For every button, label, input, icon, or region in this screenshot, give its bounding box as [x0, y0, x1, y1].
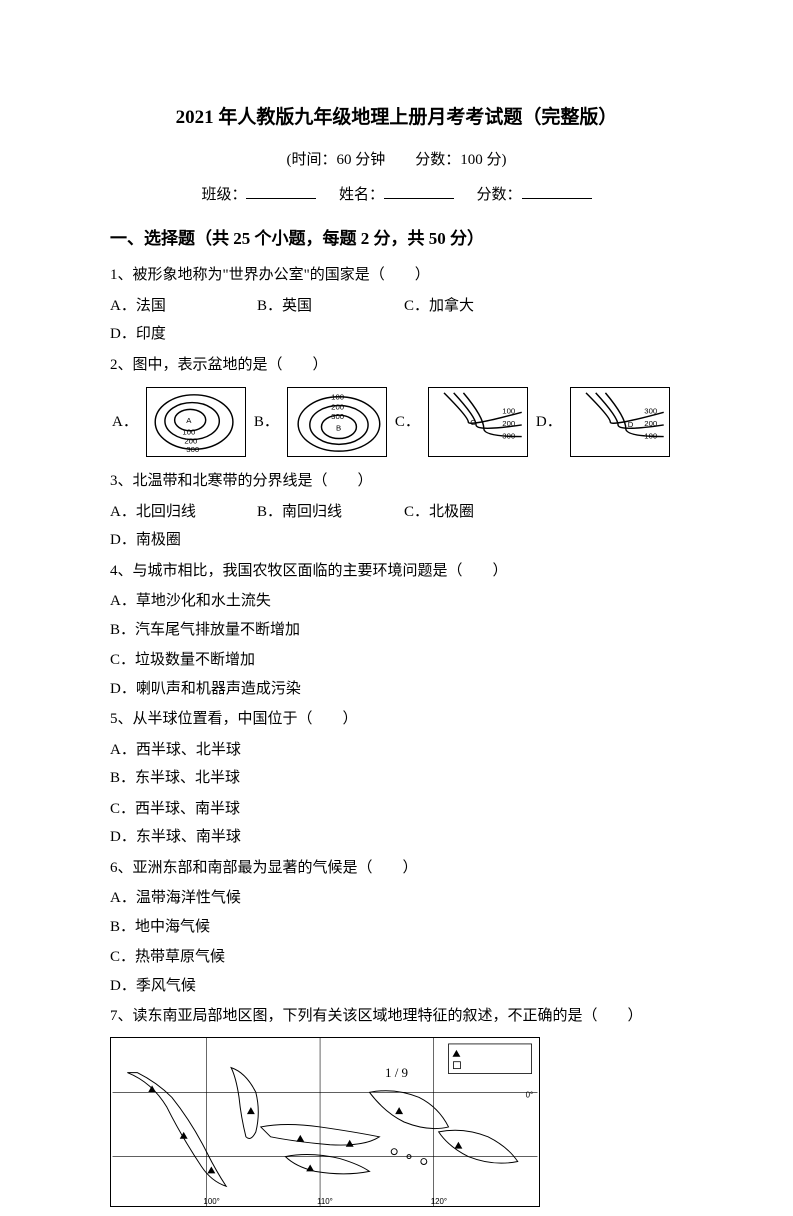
- svg-text:120°: 120°: [431, 1197, 447, 1206]
- q5-opt-a[interactable]: A．西半球、北半球: [110, 736, 397, 765]
- q2c-200: 200: [502, 419, 516, 428]
- q2-stem: 2、图中，表示盆地的是（ ）: [110, 351, 683, 380]
- svg-text:100°: 100°: [203, 1197, 219, 1206]
- q2-figure-b: 100 200 300 B: [287, 387, 387, 457]
- q2c-100: 100: [502, 407, 516, 416]
- q2-opt-c-label[interactable]: C．: [395, 408, 420, 437]
- q2c-label-C: C: [470, 418, 476, 427]
- q3-options: A．北回归线 B．南回归线 C．北极圈 D．南极圈: [110, 498, 683, 555]
- q5-options-1: A．西半球、北半球 B．东半球、北半球: [110, 736, 683, 793]
- score-blank[interactable]: [522, 182, 592, 199]
- q2c-300: 300: [502, 432, 516, 441]
- q2-opt-d-label[interactable]: D．: [536, 408, 562, 437]
- q2b-100: 100: [331, 393, 345, 402]
- page-number: 1 / 9: [0, 1061, 793, 1086]
- q2-opt-a-label[interactable]: A．: [112, 408, 138, 437]
- time-score: (时间：60 分钟 分数：100 分): [110, 146, 683, 175]
- q1-stem: 1、被形象地称为"世界办公室"的国家是（ ）: [110, 261, 683, 290]
- q6-options-2: C．热带草原气候 D．季风气候: [110, 943, 683, 1000]
- q6-opt-b[interactable]: B．地中海气候: [110, 913, 397, 942]
- q6-opt-d[interactable]: D．季风气候: [110, 972, 397, 1001]
- q2b-200: 200: [331, 403, 345, 412]
- q5-opt-b[interactable]: B．东半球、北半球: [110, 764, 397, 793]
- name-label: 姓名：: [339, 187, 384, 203]
- q4-options-1: A．草地沙化和水土流失 B．汽车尾气排放量不断增加: [110, 587, 683, 644]
- q2a-label-A: A: [186, 416, 192, 425]
- q3-opt-b[interactable]: B．南回归线: [257, 498, 400, 527]
- q4-opt-b[interactable]: B．汽车尾气排放量不断增加: [110, 616, 397, 645]
- q2a-200: 200: [184, 437, 198, 446]
- q4-opt-a[interactable]: A．草地沙化和水土流失: [110, 587, 397, 616]
- q4-options-2: C．垃圾数量不断增加 D．喇叭声和机器声造成污染: [110, 646, 683, 703]
- q5-options-2: C．西半球、南半球 D．东半球、南半球: [110, 795, 683, 852]
- q3-opt-d[interactable]: D．南极圈: [110, 526, 253, 555]
- q1-opt-d[interactable]: D．印度: [110, 320, 253, 349]
- volcano-markers: [148, 1085, 462, 1173]
- q2a-100: 100: [182, 428, 196, 437]
- q4-opt-d[interactable]: D．喇叭声和机器声造成污染: [110, 675, 397, 704]
- q2b-label-B: B: [336, 424, 341, 433]
- q6-opt-c[interactable]: C．热带草原气候: [110, 943, 397, 972]
- svg-text:0°: 0°: [526, 1090, 534, 1099]
- class-label: 班级：: [201, 187, 246, 203]
- q1-opt-a[interactable]: A．法国: [110, 292, 253, 321]
- q2d-200: 200: [644, 419, 658, 428]
- q5-opt-c[interactable]: C．西半球、南半球: [110, 795, 397, 824]
- q2d-label-D: D: [627, 420, 633, 429]
- q2d-100: 100: [644, 432, 658, 441]
- exam-title: 2021 年人教版九年级地理上册月考考试题（完整版）: [110, 100, 683, 136]
- q7-stem: 7、读东南亚局部地区图，下列有关该区域地理特征的叙述，不正确的是（ ）: [110, 1002, 683, 1031]
- info-line: 班级： 姓名： 分数：: [110, 181, 683, 210]
- q2d-300: 300: [644, 407, 658, 416]
- score-label: 分数：: [477, 187, 522, 203]
- q3-stem: 3、北温带和北寒带的分界线是（ ）: [110, 467, 683, 496]
- q1-options: A．法国 B．英国 C．加拿大 D．印度: [110, 292, 683, 349]
- q3-opt-c[interactable]: C．北极圈: [404, 498, 547, 527]
- q4-opt-c[interactable]: C．垃圾数量不断增加: [110, 646, 397, 675]
- q2-figure-a: A 100 200 300: [146, 387, 246, 457]
- q2a-300: 300: [186, 446, 200, 455]
- q2-options: A． A 100 200 300 B． 100 200 300 B C． 10: [110, 387, 683, 457]
- q6-opt-a[interactable]: A．温带海洋性气候: [110, 884, 397, 913]
- q1-opt-b[interactable]: B．英国: [257, 292, 400, 321]
- q6-stem: 6、亚洲东部和南部最为显著的气候是（ ）: [110, 854, 683, 883]
- q2-figure-d: 300 200 100 D: [570, 387, 670, 457]
- q6-options-1: A．温带海洋性气候 B．地中海气候: [110, 884, 683, 941]
- q5-opt-d[interactable]: D．东半球、南半球: [110, 823, 397, 852]
- q4-stem: 4、与城市相比，我国农牧区面临的主要环境问题是（ ）: [110, 557, 683, 586]
- q2-figure-c: 100 200 300 C: [428, 387, 528, 457]
- q5-stem: 5、从半球位置看，中国位于（ ）: [110, 705, 683, 734]
- svg-text:110°: 110°: [317, 1197, 333, 1206]
- q2-opt-b-label[interactable]: B．: [254, 408, 279, 437]
- q1-opt-c[interactable]: C．加拿大: [404, 292, 547, 321]
- class-blank[interactable]: [246, 182, 316, 199]
- q3-opt-a[interactable]: A．北回归线: [110, 498, 253, 527]
- section-1-heading: 一、选择题（共 25 个小题，每题 2 分，共 50 分）: [110, 223, 683, 255]
- name-blank[interactable]: [384, 182, 454, 199]
- q2b-300: 300: [331, 412, 345, 421]
